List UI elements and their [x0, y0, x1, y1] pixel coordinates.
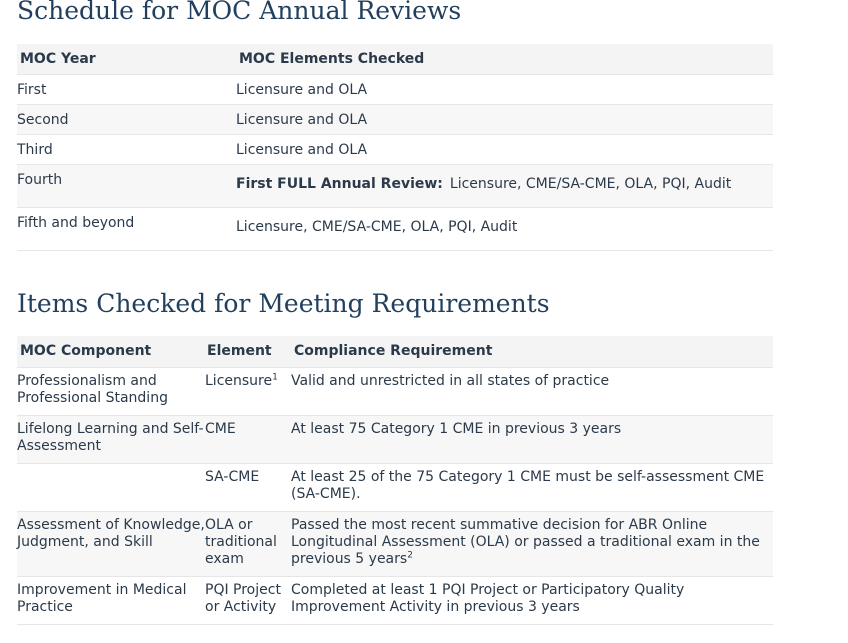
requirement-cell: Passed the most recent summative decisio…	[291, 511, 773, 577]
requirement-text: Passed the most recent summative decisio…	[291, 517, 760, 567]
schedule-header-row: MOC Year MOC Elements Checked	[17, 44, 773, 75]
footnote-marker[interactable]: 1	[272, 372, 278, 383]
year-cell: Fourth	[17, 164, 236, 208]
element-text: Licensure	[205, 373, 273, 389]
requirement-cell: Valid and unrestricted in all states of …	[291, 367, 773, 416]
elements-text: Licensure, CME/SA-CME, OLA, PQI, Audit	[449, 176, 732, 192]
table-row: Second Licensure and OLA	[17, 104, 773, 135]
items-heading: Items Checked for Meeting Requirements	[17, 289, 550, 318]
year-cell: Fifth and beyond	[17, 207, 236, 251]
element-cell: CME	[205, 415, 291, 464]
items-table: MOC Component Element Compliance Require…	[17, 336, 773, 625]
table-row: SA-CME At least 25 of the 75 Category 1 …	[17, 463, 773, 512]
year-cell: Third	[17, 134, 236, 165]
items-header-row: MOC Component Element Compliance Require…	[17, 336, 773, 368]
header-moc-component: MOC Component	[17, 336, 205, 368]
elements-cell: Licensure and OLA	[236, 134, 773, 165]
requirement-cell: At least 25 of the 75 Category 1 CME mus…	[291, 463, 773, 512]
element-cell: PQI Project or Activity	[205, 576, 291, 625]
table-row: Third Licensure and OLA	[17, 134, 773, 165]
element-cell: SA-CME	[205, 463, 291, 512]
table-row: Fourth First FULL Annual Review: Licensur…	[17, 164, 773, 208]
component-cell	[17, 463, 205, 512]
footnote-marker[interactable]: 2	[407, 550, 413, 561]
component-cell: Assessment of Knowledge, Judgment, and S…	[17, 511, 205, 577]
year-cell: Second	[17, 104, 236, 135]
elements-cell: Licensure and OLA	[236, 74, 773, 105]
header-moc-year: MOC Year	[17, 44, 236, 75]
elements-cell: Licensure and OLA	[236, 104, 773, 135]
element-cell: OLA or traditional exam	[205, 511, 291, 577]
table-row: Lifelong Learning and Self-Assessment CM…	[17, 415, 773, 464]
table-row: First Licensure and OLA	[17, 74, 773, 105]
table-row: Assessment of Knowledge, Judgment, and S…	[17, 511, 773, 577]
table-row: Professionalism and Professional Standin…	[17, 367, 773, 416]
component-cell: Lifelong Learning and Self-Assessment	[17, 415, 205, 464]
schedule-heading: Schedule for MOC Annual Reviews	[17, 0, 462, 25]
elements-cell: First FULL Annual Review: Licensure, CME/…	[236, 164, 773, 208]
table-row: Fifth and beyond Licensure, CME/SA-CME, …	[17, 207, 773, 251]
requirement-cell: At least 75 Category 1 CME in previous 3…	[291, 415, 773, 464]
header-element: Element	[205, 336, 291, 368]
component-cell: Professionalism and Professional Standin…	[17, 367, 205, 416]
year-cell: First	[17, 74, 236, 105]
component-cell: Improvement in Medical Practice	[17, 576, 205, 625]
table-row: Improvement in Medical Practice PQI Proj…	[17, 576, 773, 625]
header-moc-elements: MOC Elements Checked	[236, 44, 773, 75]
elements-cell: Licensure, CME/SA-CME, OLA, PQI, Audit	[236, 207, 773, 251]
requirement-cell: Completed at least 1 PQI Project or Part…	[291, 576, 773, 625]
schedule-table: MOC Year MOC Elements Checked First Lice…	[17, 44, 773, 251]
header-compliance-requirement: Compliance Requirement	[291, 336, 773, 368]
element-cell: Licensure1	[205, 367, 291, 416]
full-review-label: First FULL Annual Review:	[236, 176, 443, 192]
